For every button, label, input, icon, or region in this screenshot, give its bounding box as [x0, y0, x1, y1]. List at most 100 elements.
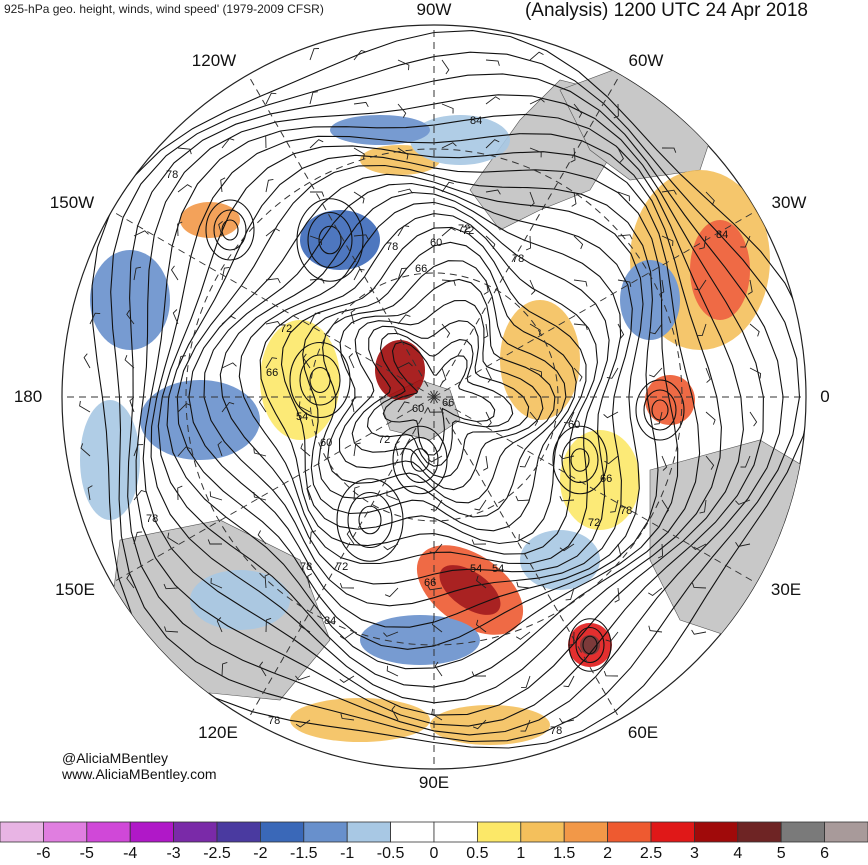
wind-barb	[253, 448, 267, 457]
contour-label: 78	[146, 513, 158, 525]
colorbar-swatch	[737, 821, 782, 843]
wind-barb	[529, 98, 545, 105]
wind-barb	[699, 235, 707, 250]
colorbar-tick-label: 3	[689, 845, 699, 862]
wind-barb	[340, 713, 355, 721]
colorbar-swatch	[650, 821, 695, 843]
wind-barb	[353, 147, 365, 160]
colorbar-tick-label: -2.5	[203, 845, 231, 862]
wind-barb	[353, 442, 361, 457]
contour-label: 54	[492, 563, 504, 575]
contour-label: 84	[324, 615, 336, 627]
height-contour	[221, 219, 239, 241]
wind-barb	[654, 411, 663, 425]
colorbar-swatch	[520, 821, 565, 843]
anomaly-blob	[80, 400, 140, 520]
colorbar-tick-label: 0	[429, 845, 439, 862]
wind-barb	[309, 139, 324, 149]
contour-label: 78	[166, 169, 178, 181]
contour-label: 78	[386, 241, 398, 253]
wind-barb	[264, 573, 270, 589]
wind-barb	[177, 485, 183, 501]
wind-barbs	[79, 48, 762, 732]
height-contour	[296, 198, 364, 282]
wind-barb	[383, 543, 399, 551]
contour-label: 66	[266, 367, 278, 379]
wind-barb	[483, 279, 489, 295]
wind-barb	[386, 665, 399, 677]
wind-barb	[265, 320, 281, 326]
wind-barb	[339, 675, 355, 683]
wind-barb	[87, 485, 93, 501]
wind-barb	[265, 133, 271, 149]
colorbar-swatch	[173, 821, 218, 843]
wind-barb	[397, 362, 413, 369]
wind-barb	[309, 530, 317, 545]
latitude-circle	[185, 148, 683, 646]
wind-barb	[747, 279, 753, 295]
contour-label: 72	[588, 517, 600, 529]
height-contour	[575, 626, 605, 664]
wind-barb	[705, 191, 715, 206]
wind-barb	[353, 101, 369, 108]
wind-barb	[353, 234, 369, 240]
height-contour	[309, 366, 331, 394]
wind-barb	[661, 147, 677, 153]
wind-barb	[563, 411, 575, 424]
colorbar-swatch	[390, 821, 435, 843]
wind-barb	[485, 139, 500, 149]
wind-barb	[434, 661, 443, 677]
wind-barb	[129, 397, 135, 413]
wind-barb	[705, 367, 711, 383]
wind-barb	[604, 455, 619, 465]
wind-barb	[339, 582, 355, 589]
colorbar-tick-label: 1.5	[553, 845, 576, 862]
wind-barb	[351, 397, 357, 413]
wind-barb	[699, 499, 707, 514]
height-contour	[318, 225, 342, 255]
contour-label: 78	[300, 561, 312, 573]
wind-barb	[221, 266, 230, 281]
wind-barb	[749, 367, 762, 379]
wind-barb	[207, 539, 222, 545]
wind-barb	[177, 403, 192, 413]
wind-barb	[133, 531, 143, 545]
wind-barb	[521, 675, 531, 689]
wind-barb	[648, 587, 663, 597]
wind-barb	[441, 181, 455, 193]
polar-map: 84 78 72 66 60 54 84 78 78 72 66 60 72 6…	[61, 24, 807, 770]
colorbar-swatch	[43, 821, 88, 843]
wind-barb	[124, 355, 135, 369]
contour-label: 66	[415, 263, 427, 275]
wind-barb	[559, 454, 575, 460]
wind-barb	[476, 575, 487, 589]
wind-barb	[295, 719, 311, 728]
wind-barb	[164, 626, 179, 633]
wind-barb	[617, 323, 625, 339]
height-contour	[213, 209, 247, 251]
wind-barb	[384, 587, 399, 598]
wind-barb	[391, 705, 399, 721]
contour-label: 66	[424, 577, 436, 589]
anomaly-blob	[410, 115, 510, 165]
credit-handle: @AliciaMBentley	[62, 750, 169, 766]
colorbar-tick-label: 2	[603, 845, 613, 862]
wind-barb	[172, 309, 179, 325]
wind-barb	[309, 278, 325, 284]
wind-barb	[519, 455, 531, 468]
colorbar-swatch	[259, 821, 305, 843]
wind-barb	[705, 411, 716, 425]
longitude-line	[433, 396, 757, 584]
colorbar-tick-label: -5	[79, 845, 94, 862]
wind-barb	[563, 675, 575, 688]
contour-labels: 84 78 72 66 60 54 84 78 78 72 66 60 72 6…	[146, 115, 728, 737]
wind-barb	[126, 309, 135, 325]
height-contour	[568, 618, 612, 672]
wind-barb	[485, 59, 500, 66]
wind-barb	[529, 51, 544, 61]
wind-barb	[429, 543, 443, 554]
wind-barb	[170, 265, 179, 281]
wind-barb	[209, 491, 223, 501]
wind-barb	[397, 147, 409, 160]
chart-right-title: (Analysis) 1200 UTC 24 Apr 2018	[524, 0, 808, 21]
